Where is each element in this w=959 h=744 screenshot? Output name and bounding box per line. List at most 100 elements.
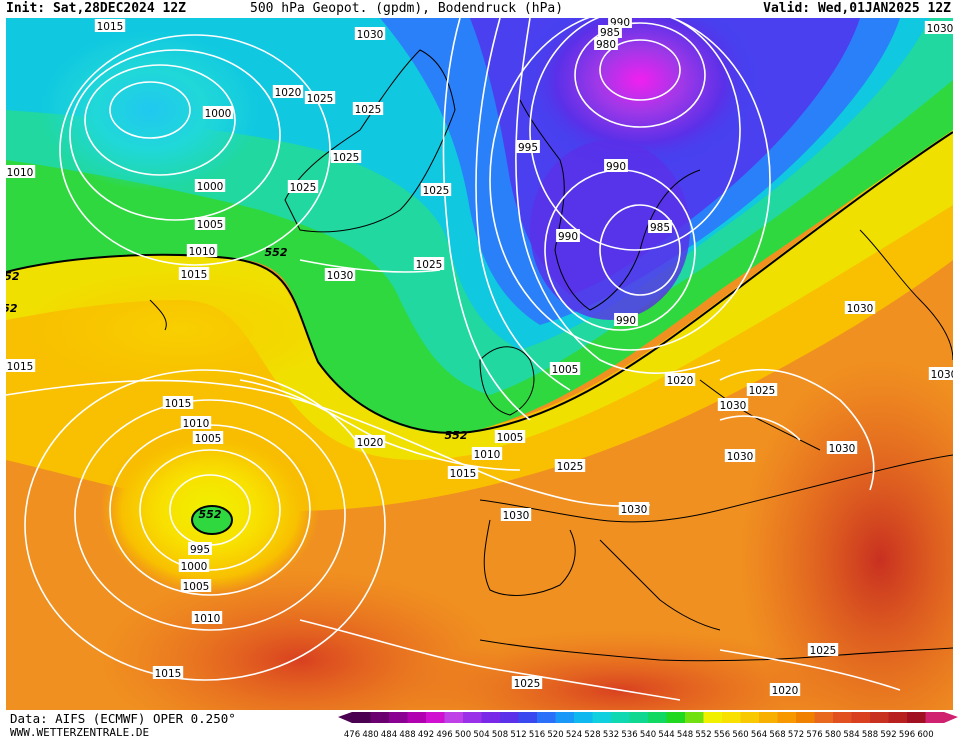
low-north-sea: [530, 140, 690, 320]
legend-tick-label: 508: [492, 730, 508, 740]
isobar-label: 995: [188, 542, 212, 556]
hot-southwest: [100, 570, 500, 710]
svg-text:1025: 1025: [557, 461, 584, 473]
legend-tick-label: 484: [381, 730, 397, 740]
svg-text:1030: 1030: [503, 510, 530, 522]
svg-text:1015: 1015: [181, 269, 208, 281]
isobar-label: 1005: [194, 217, 226, 231]
svg-text:990: 990: [606, 161, 626, 173]
svg-text:1030: 1030: [327, 270, 354, 282]
legend-swatch: [833, 712, 852, 723]
isobar-label: 1010: [471, 447, 503, 461]
warm-north-atlantic: [20, 270, 340, 390]
svg-text:1030: 1030: [727, 451, 754, 463]
isobar-label: 1020: [272, 85, 304, 99]
isobar-label: 990: [604, 159, 628, 173]
svg-text:1015: 1015: [155, 668, 182, 680]
legend-tick-label: 540: [640, 730, 656, 740]
svg-text:1010: 1010: [474, 449, 501, 461]
isobar-label: 1010: [180, 416, 212, 430]
isobar-label: 1025: [304, 91, 336, 105]
legend-tick-label: 568: [769, 730, 785, 740]
svg-text:990: 990: [616, 315, 636, 327]
legend-swatch: [703, 712, 722, 723]
legend-swatch: [592, 712, 611, 723]
legend-swatch: [685, 712, 704, 723]
svg-text:1015: 1015: [7, 361, 34, 373]
legend-swatch: [629, 712, 648, 723]
legend-tick-label: 496: [436, 730, 452, 740]
svg-text:1010: 1010: [7, 167, 34, 179]
svg-text:1005: 1005: [183, 581, 210, 593]
isobar-label: 1025: [420, 183, 452, 197]
isobar-label: 1030: [826, 441, 858, 455]
valid-time: Valid: Wed,01JAN2025 12Z: [763, 1, 951, 16]
svg-text:1000: 1000: [205, 108, 232, 120]
svg-text:1025: 1025: [333, 152, 360, 164]
legend-tick-label: 512: [510, 730, 526, 740]
legend-tick-label: 500: [455, 730, 471, 740]
chart-header: Init: Sat,28DEC2024 12Z 500 hPa Geopot. …: [0, 0, 959, 18]
isobar-label: 980: [594, 37, 618, 51]
svg-text:1005: 1005: [195, 433, 222, 445]
geopotential-label: 552: [6, 270, 20, 283]
legend-tick-label: 504: [473, 730, 489, 740]
svg-text:1000: 1000: [197, 181, 224, 193]
isobar-label: 1030: [324, 268, 356, 282]
legend-swatch: [426, 712, 445, 723]
svg-text:1025: 1025: [810, 645, 837, 657]
legend-swatch: [740, 712, 759, 723]
legend-swatch: [777, 712, 796, 723]
isobars: [6, 18, 901, 701]
svg-text:1025: 1025: [355, 104, 382, 116]
isobar-label: 1025: [352, 102, 384, 116]
isobar-label: 1010: [6, 165, 36, 179]
isobar-label: 1015: [178, 267, 210, 281]
legend-tick-label: 584: [843, 730, 859, 740]
legend-tick-label: 596: [899, 730, 915, 740]
svg-text:1015: 1015: [450, 468, 477, 480]
svg-text:985: 985: [650, 222, 670, 234]
legend-swatch: [870, 712, 889, 723]
isobar-label: 990: [556, 229, 580, 243]
isobar-label: 1020: [354, 435, 386, 449]
low-atlantic-west: [40, 30, 260, 190]
warm-band: [6, 120, 953, 511]
isobar-label: 1015: [6, 359, 36, 373]
isobar-label: 1015: [162, 396, 194, 410]
svg-text:1000: 1000: [181, 561, 208, 573]
svg-text:1025: 1025: [307, 93, 334, 105]
isobar-label: 985: [648, 220, 672, 234]
svg-text:1025: 1025: [290, 182, 317, 194]
legend-swatch: [555, 712, 574, 723]
isobar-label: 1025: [287, 180, 319, 194]
legend-swatch: [851, 712, 870, 723]
isobar-label: 1015: [94, 19, 126, 33]
legend-tick-label: 476: [344, 730, 360, 740]
svg-text:1020: 1020: [667, 375, 694, 387]
isobar-label: 1030: [717, 398, 749, 412]
svg-text:1025: 1025: [423, 185, 450, 197]
legend-swatch: [925, 712, 944, 723]
legend-tick-label: 580: [825, 730, 841, 740]
data-source: Data: AIFS (ECMWF) OPER 0.250°: [10, 711, 236, 726]
isobar-label: 1025: [554, 459, 586, 473]
hot-east: [740, 360, 953, 710]
svg-text:1030: 1030: [829, 443, 856, 455]
svg-text:1025: 1025: [514, 678, 541, 690]
isobar-label: 1005: [494, 430, 526, 444]
legend-swatch: [759, 712, 778, 723]
legend-swatch: [648, 712, 667, 723]
legend-swatch: [611, 712, 630, 723]
weather-map[interactable]: 1015 1030 990 985 980 1030 1020 1025 1025 1000 995…: [6, 18, 953, 710]
website-url[interactable]: WWW.WETTERZENTRALE.DE: [10, 726, 150, 739]
legend-tick-label: 520: [547, 730, 563, 740]
svg-text:1025: 1025: [749, 385, 776, 397]
cutoff-core: [191, 505, 233, 535]
isobar-label: 990: [614, 313, 638, 327]
geopotential-label: 552: [445, 429, 468, 442]
legend-swatch: [722, 712, 741, 723]
legend-tick-label: 492: [418, 730, 434, 740]
legend-tick-label: 544: [658, 730, 674, 740]
chart-title: 500 hPa Geopot. (gpdm), Bodendruck (hPa): [250, 1, 564, 16]
